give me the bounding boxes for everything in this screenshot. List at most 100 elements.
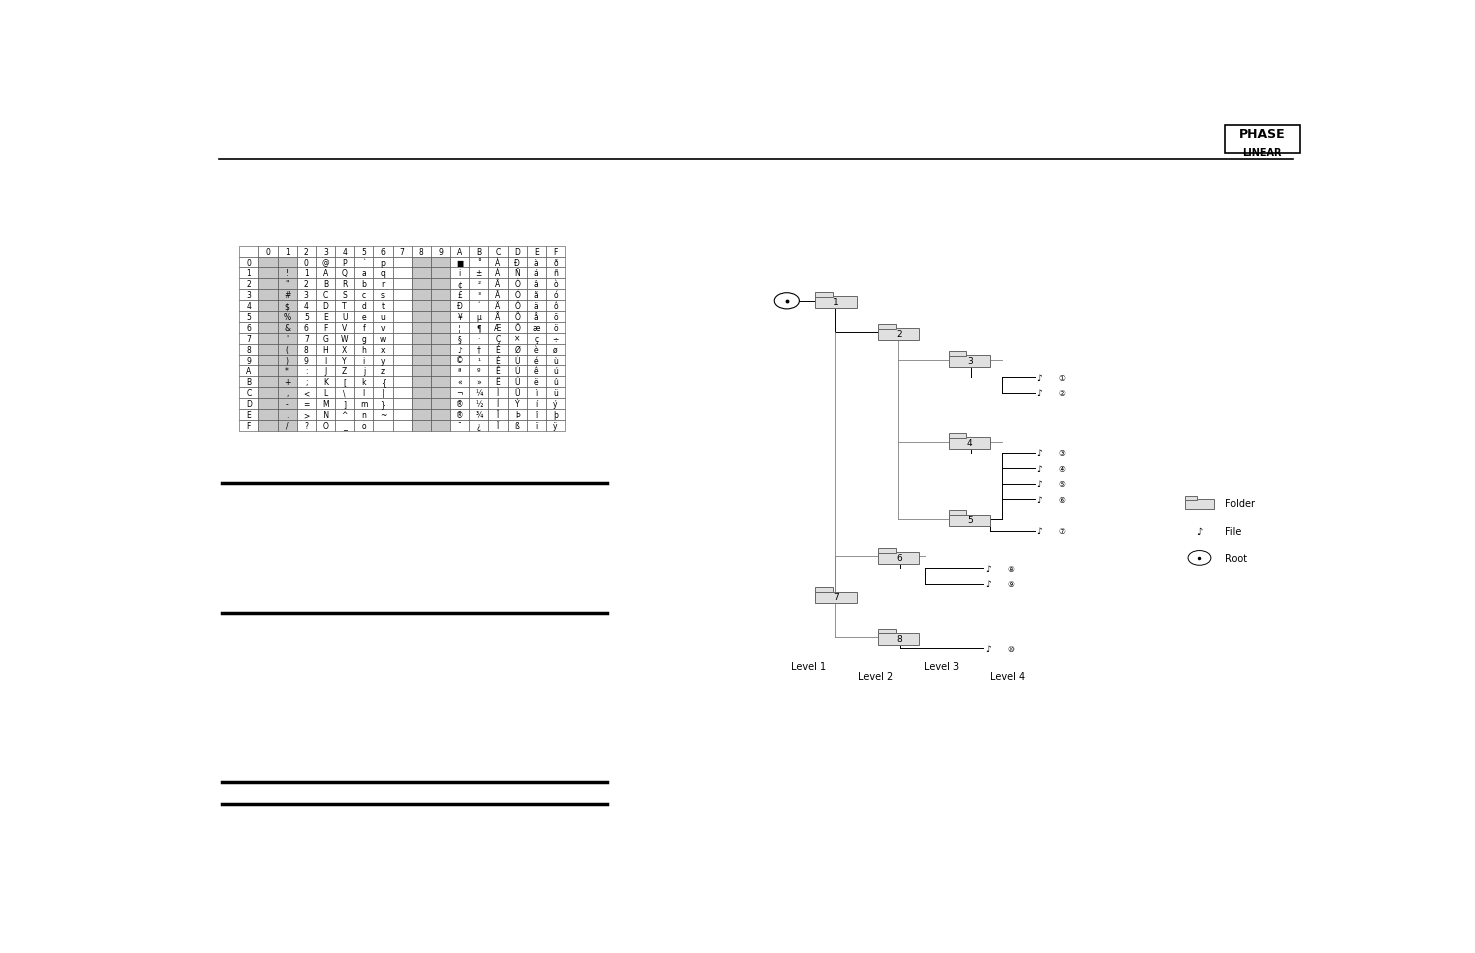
Text: â: â bbox=[534, 280, 538, 289]
Bar bbox=[431, 355, 450, 366]
Text: s: s bbox=[381, 291, 385, 300]
Bar bbox=[488, 322, 507, 334]
Text: õ: õ bbox=[553, 313, 558, 322]
Bar bbox=[296, 388, 316, 398]
Text: d: d bbox=[361, 302, 366, 311]
Bar bbox=[412, 301, 431, 312]
Bar bbox=[546, 355, 565, 366]
Text: 7: 7 bbox=[304, 335, 308, 343]
Bar bbox=[546, 344, 565, 355]
Text: ¹: ¹ bbox=[478, 356, 481, 365]
Text: Ð: Ð bbox=[515, 258, 521, 267]
Text: ë: ë bbox=[534, 378, 538, 387]
Bar bbox=[258, 322, 277, 334]
Text: ♪: ♪ bbox=[1196, 526, 1202, 537]
Bar bbox=[412, 366, 431, 377]
Text: 0: 0 bbox=[304, 258, 308, 267]
Text: 8: 8 bbox=[895, 634, 901, 643]
Bar bbox=[239, 377, 258, 388]
Text: -: - bbox=[286, 399, 289, 409]
Text: ⑤: ⑤ bbox=[1059, 479, 1066, 489]
Bar bbox=[354, 344, 373, 355]
Text: ó: ó bbox=[553, 291, 558, 300]
Text: Level 4: Level 4 bbox=[990, 672, 1025, 681]
Text: 9: 9 bbox=[304, 356, 308, 365]
Bar bbox=[277, 398, 296, 410]
Text: 4: 4 bbox=[304, 302, 308, 311]
Text: ~: ~ bbox=[379, 411, 386, 419]
Text: D: D bbox=[246, 399, 252, 409]
Text: F: F bbox=[323, 323, 327, 333]
Bar bbox=[296, 377, 316, 388]
Bar bbox=[392, 257, 412, 268]
Text: Í: Í bbox=[497, 399, 499, 409]
Bar bbox=[507, 398, 527, 410]
Text: A: A bbox=[323, 269, 327, 278]
Bar bbox=[507, 420, 527, 432]
Bar bbox=[335, 301, 354, 312]
Bar bbox=[258, 420, 277, 432]
Bar bbox=[258, 398, 277, 410]
Text: ,: , bbox=[286, 389, 288, 397]
Bar bbox=[546, 377, 565, 388]
Bar bbox=[258, 388, 277, 398]
Bar bbox=[948, 434, 966, 438]
Bar bbox=[488, 301, 507, 312]
Text: ¥: ¥ bbox=[457, 313, 462, 322]
Bar bbox=[412, 290, 431, 301]
Text: ]: ] bbox=[344, 399, 347, 409]
Text: ③: ③ bbox=[1059, 449, 1066, 457]
Bar bbox=[258, 279, 277, 290]
Bar bbox=[450, 355, 469, 366]
Text: E: E bbox=[246, 411, 251, 419]
Bar bbox=[469, 257, 488, 268]
Bar bbox=[412, 377, 431, 388]
Text: 8: 8 bbox=[419, 248, 423, 256]
Bar bbox=[816, 592, 857, 604]
Text: C: C bbox=[246, 389, 251, 397]
Text: |: | bbox=[382, 389, 385, 397]
Text: ¾: ¾ bbox=[475, 411, 482, 419]
Text: u: u bbox=[381, 313, 385, 322]
Bar bbox=[277, 334, 296, 344]
Bar bbox=[488, 257, 507, 268]
Bar bbox=[316, 334, 335, 344]
Text: 6: 6 bbox=[246, 323, 251, 333]
Text: K: K bbox=[323, 378, 327, 387]
Text: Â: Â bbox=[496, 280, 500, 289]
Bar bbox=[296, 322, 316, 334]
Bar bbox=[431, 290, 450, 301]
Bar bbox=[527, 312, 546, 322]
Bar bbox=[450, 388, 469, 398]
Text: (: ( bbox=[286, 345, 289, 355]
Bar bbox=[239, 268, 258, 279]
Bar bbox=[507, 301, 527, 312]
Text: 2: 2 bbox=[895, 330, 901, 338]
Bar bbox=[316, 268, 335, 279]
Text: ï: ï bbox=[535, 421, 537, 431]
Bar bbox=[527, 322, 546, 334]
Bar bbox=[948, 515, 990, 527]
Bar bbox=[354, 290, 373, 301]
Bar bbox=[527, 355, 546, 366]
Bar bbox=[412, 410, 431, 420]
Bar bbox=[450, 366, 469, 377]
Text: j: j bbox=[363, 367, 364, 376]
Text: B: B bbox=[476, 248, 481, 256]
Text: Ë: Ë bbox=[496, 378, 500, 387]
Text: D: D bbox=[323, 302, 329, 311]
Bar bbox=[878, 329, 919, 340]
Text: ®: ® bbox=[456, 399, 463, 409]
Bar bbox=[239, 355, 258, 366]
Text: \: \ bbox=[344, 389, 347, 397]
Text: ⑦: ⑦ bbox=[1059, 527, 1066, 536]
Bar bbox=[546, 398, 565, 410]
Bar bbox=[527, 247, 546, 257]
Bar bbox=[469, 344, 488, 355]
Text: ♪: ♪ bbox=[1037, 389, 1043, 397]
Text: <: < bbox=[304, 389, 310, 397]
Bar bbox=[373, 398, 392, 410]
Text: ¶: ¶ bbox=[476, 323, 481, 333]
Text: i: i bbox=[363, 356, 364, 365]
Text: N: N bbox=[322, 411, 329, 419]
